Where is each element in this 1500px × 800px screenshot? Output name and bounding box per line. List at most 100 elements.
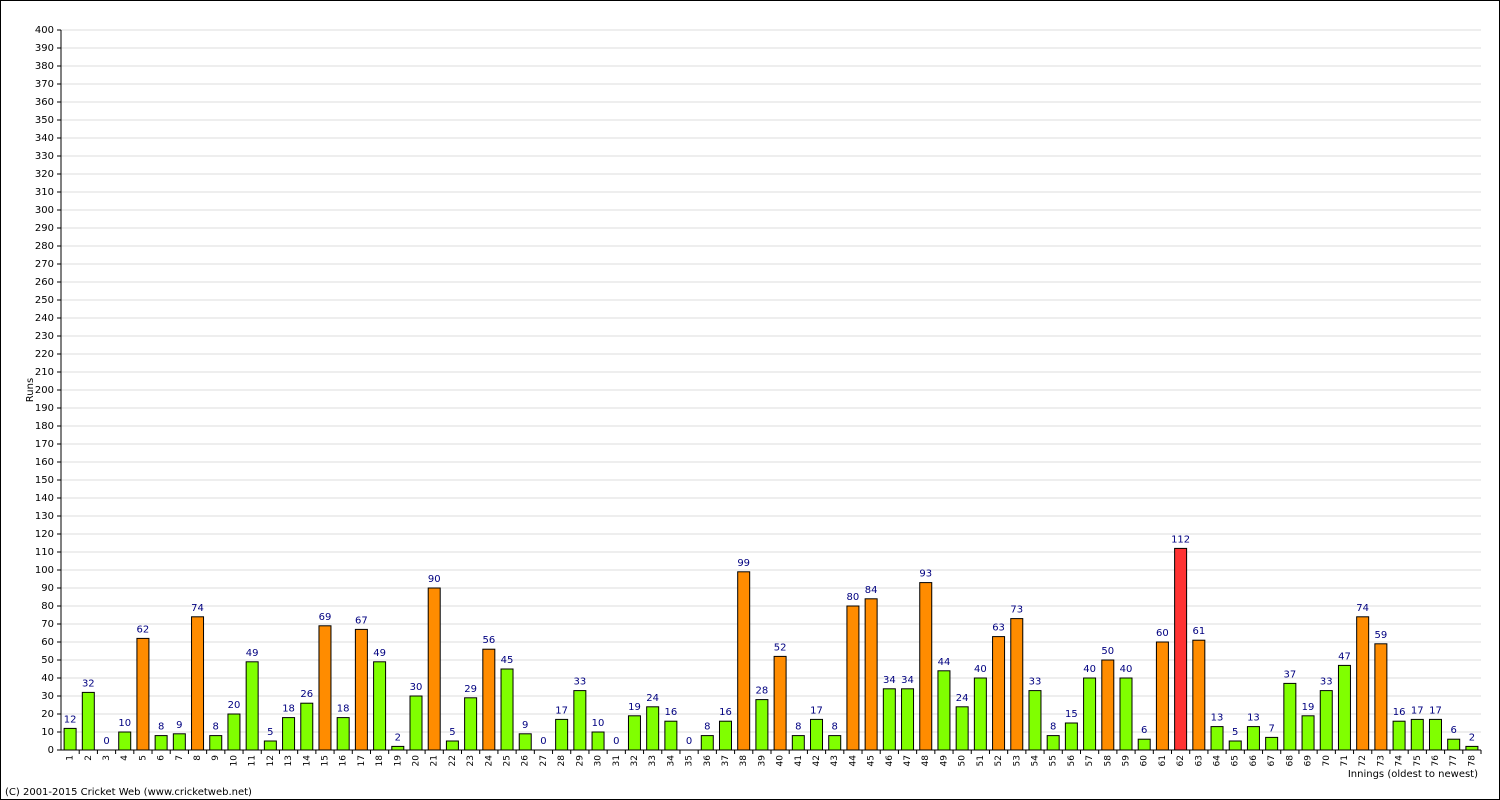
value-label: 73	[1010, 605, 1023, 616]
bar	[646, 706, 660, 751]
value-label: 99	[737, 558, 750, 569]
bar	[1447, 738, 1461, 751]
x-tick-label: 74	[1395, 755, 1405, 767]
y-tick-label: 80	[41, 601, 54, 612]
value-label: 40	[1083, 664, 1096, 675]
x-tick-label: 8	[193, 755, 203, 761]
bar	[245, 661, 259, 751]
value-label: 33	[573, 677, 586, 688]
x-tick-label: 13	[284, 755, 294, 766]
y-tick-label: 210	[35, 367, 54, 378]
bar	[973, 677, 987, 751]
y-tick-label: 240	[35, 313, 54, 324]
value-label: 32	[82, 678, 95, 689]
x-tick-label: 64	[1213, 755, 1223, 767]
bar	[1155, 641, 1169, 751]
bar	[1083, 677, 1097, 751]
value-label: 0	[613, 736, 619, 747]
x-tick-label: 58	[1103, 755, 1113, 767]
x-tick-label: 32	[630, 755, 640, 766]
bar	[810, 718, 824, 751]
value-label: 67	[355, 615, 368, 626]
y-tick-label: 250	[35, 295, 54, 306]
bar	[136, 637, 150, 751]
x-tick-label: 51	[976, 755, 986, 766]
value-label: 47	[1338, 651, 1351, 662]
value-label: 112	[1171, 534, 1190, 545]
x-tick-label: 44	[848, 755, 858, 767]
value-label: 17	[810, 705, 823, 716]
value-label: 2	[395, 732, 401, 743]
value-label: 33	[1320, 677, 1333, 688]
value-label: 28	[756, 686, 769, 697]
value-label: 84	[865, 585, 878, 596]
x-tick-label: 23	[466, 755, 476, 766]
x-tick-label: 59	[1122, 755, 1132, 767]
x-tick-label: 26	[521, 755, 531, 767]
bar	[627, 715, 641, 751]
x-tick-label: 38	[739, 755, 749, 767]
x-tick-label: 57	[1085, 755, 1095, 766]
bar	[919, 582, 933, 751]
value-label: 44	[938, 657, 951, 668]
value-label: 10	[118, 718, 131, 729]
bar	[1010, 618, 1024, 751]
value-label: 40	[1120, 664, 1133, 675]
bar	[482, 648, 496, 751]
x-tick-label: 4	[120, 755, 130, 761]
x-tick-label: 33	[648, 755, 658, 766]
value-label: 5	[267, 727, 273, 738]
x-tick-label: 70	[1322, 755, 1332, 767]
x-tick-label: 25	[503, 755, 513, 766]
y-tick-label: 160	[35, 457, 54, 468]
bar	[1392, 720, 1406, 751]
value-label: 61	[1192, 626, 1205, 637]
value-label: 74	[1356, 603, 1369, 614]
bar	[718, 720, 732, 751]
x-tick-label: 40	[776, 755, 786, 767]
x-tick-label: 37	[721, 755, 731, 766]
y-tick-label: 90	[41, 583, 54, 594]
value-label: 26	[300, 689, 313, 700]
value-label: 74	[191, 603, 204, 614]
x-tick-label: 39	[757, 755, 767, 767]
bar	[336, 717, 350, 751]
bar	[1410, 718, 1424, 751]
value-label: 13	[1211, 713, 1224, 724]
value-label: 2	[1469, 732, 1475, 743]
bar	[700, 735, 714, 751]
y-tick-label: 220	[35, 349, 54, 360]
x-tick-label: 60	[1140, 755, 1150, 767]
bar	[445, 740, 459, 751]
bar	[227, 713, 241, 751]
bar	[1356, 616, 1370, 751]
y-tick-label: 30	[41, 691, 54, 702]
x-tick-label: 24	[484, 755, 494, 767]
x-tick-label: 18	[375, 755, 385, 767]
value-label: 13	[1247, 713, 1260, 724]
x-tick-label: 69	[1304, 755, 1314, 767]
y-tick-label: 260	[35, 277, 54, 288]
bar	[828, 735, 842, 751]
x-tick-label: 28	[557, 755, 567, 767]
bar	[555, 718, 569, 751]
bar	[263, 740, 277, 751]
value-label: 6	[1141, 725, 1147, 736]
value-label: 8	[704, 722, 710, 733]
y-axis-label: Runs	[25, 378, 36, 402]
value-label: 60	[1156, 628, 1169, 639]
bar	[1174, 547, 1188, 751]
value-label: 18	[282, 704, 295, 715]
value-label: 63	[992, 623, 1005, 634]
bar	[354, 628, 368, 751]
bar	[1210, 726, 1224, 751]
bar	[427, 587, 441, 751]
value-label: 49	[373, 648, 386, 659]
value-label: 8	[158, 722, 164, 733]
bar	[1046, 735, 1060, 751]
bar	[1374, 643, 1388, 751]
value-label: 16	[665, 707, 678, 718]
value-label: 5	[1232, 727, 1238, 738]
y-tick-label: 400	[35, 25, 54, 36]
